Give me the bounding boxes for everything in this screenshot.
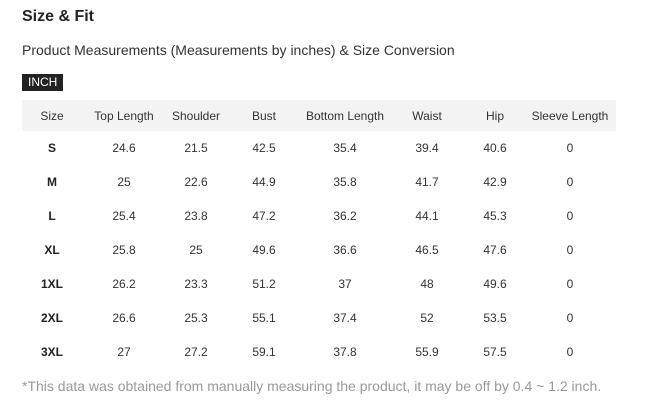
table-cell: 41.7 xyxy=(415,175,439,189)
table-cell: 21.5 xyxy=(184,141,208,155)
table-cell: 36.6 xyxy=(333,243,357,257)
size-cell: M xyxy=(47,175,57,189)
table-cell: 37.4 xyxy=(333,311,357,325)
table-cell: 0 xyxy=(566,175,574,189)
table-cell: 47.2 xyxy=(252,209,276,223)
table-cell: 55.9 xyxy=(415,345,439,359)
table-cell: 42.5 xyxy=(252,141,276,155)
header-shoulder: Shoulder xyxy=(171,108,221,123)
table-cell: 37 xyxy=(338,277,352,291)
table-header-row: Size Top Length Shoulder Bust Bottom Len… xyxy=(22,100,616,131)
table-cell: 48 xyxy=(420,277,434,291)
measurement-disclaimer: *This data was obtained from manually me… xyxy=(22,378,602,394)
table-cell: 23.8 xyxy=(184,209,208,223)
table-cell: 35.4 xyxy=(333,141,357,155)
measurements-subtitle: Product Measurements (Measurements by in… xyxy=(22,42,455,58)
table-cell: 23.3 xyxy=(184,277,208,291)
table-cell: 53.5 xyxy=(483,311,507,325)
table-cell: 40.6 xyxy=(483,141,507,155)
size-cell: XL xyxy=(44,243,60,257)
table-cell: 55.1 xyxy=(252,311,276,325)
table-cell: 25 xyxy=(189,243,203,257)
table-cell: 0 xyxy=(566,209,574,223)
section-title: Size & Fit xyxy=(22,8,95,25)
table-cell: 44.9 xyxy=(252,175,276,189)
header-hip: Hip xyxy=(485,108,504,123)
table-cell: 39.4 xyxy=(415,141,439,155)
header-waist: Waist xyxy=(412,108,442,123)
table-row: M 25 22.6 44.9 35.8 41.7 42.9 0 xyxy=(22,165,616,199)
table-cell: 47.6 xyxy=(483,243,507,257)
table-cell: 25.8 xyxy=(112,243,136,257)
table-cell: 37.8 xyxy=(333,345,357,359)
table-cell: 36.2 xyxy=(333,209,357,223)
table-cell: 25 xyxy=(117,175,131,189)
table-cell: 0 xyxy=(566,243,574,257)
unit-tab-inch[interactable]: INCH xyxy=(22,74,64,91)
table-cell: 0 xyxy=(566,345,574,359)
header-bottom-length: Bottom Length xyxy=(305,108,385,123)
table-row: 1XL 26.2 23.3 51.2 37 48 49.6 0 xyxy=(22,267,616,301)
table-cell: 45.3 xyxy=(483,209,507,223)
table-cell: 26.2 xyxy=(112,277,136,291)
table-row: 2XL 26.6 25.3 55.1 37.4 52 53.5 0 xyxy=(22,301,616,335)
table-row: XL 25.8 25 49.6 36.6 46.5 47.6 0 xyxy=(22,233,616,267)
table-cell: 59.1 xyxy=(252,345,276,359)
size-cell: 2XL xyxy=(40,311,63,325)
table-cell: 25.3 xyxy=(184,311,208,325)
table-cell: 42.9 xyxy=(483,175,507,189)
table-row: 3XL 27 27.2 59.1 37.8 55.9 57.5 0 xyxy=(22,335,616,369)
table-cell: 49.6 xyxy=(252,243,276,257)
table-cell: 0 xyxy=(566,311,574,325)
table-cell: 0 xyxy=(566,277,574,291)
header-bust: Bust xyxy=(251,108,276,123)
table-cell: 57.5 xyxy=(483,345,507,359)
table-row: S 24.6 21.5 42.5 35.4 39.4 40.6 0 xyxy=(22,131,616,165)
size-cell: L xyxy=(48,209,56,223)
table-cell: 26.6 xyxy=(112,311,136,325)
table-cell: 24.6 xyxy=(112,141,136,155)
table-row: L 25.4 23.8 47.2 36.2 44.1 45.3 0 xyxy=(22,199,616,233)
table-cell: 51.2 xyxy=(252,277,276,291)
header-top-length: Top Length xyxy=(94,108,154,123)
table-cell: 0 xyxy=(566,141,574,155)
table-cell: 46.5 xyxy=(415,243,439,257)
table-cell: 52 xyxy=(420,311,434,325)
size-cell: 3XL xyxy=(40,345,63,359)
size-cell: 1XL xyxy=(40,277,63,291)
size-cell: S xyxy=(47,141,56,155)
table-cell: 49.6 xyxy=(483,277,507,291)
table-cell: 35.8 xyxy=(333,175,357,189)
header-sleeve-length: Sleeve Length xyxy=(531,108,609,123)
header-size: Size xyxy=(40,108,64,123)
size-table: Size Top Length Shoulder Bust Bottom Len… xyxy=(22,100,616,369)
table-cell: 27.2 xyxy=(184,345,208,359)
table-cell: 25.4 xyxy=(112,209,136,223)
table-cell: 22.6 xyxy=(184,175,208,189)
table-cell: 44.1 xyxy=(415,209,439,223)
table-cell: 27 xyxy=(117,345,131,359)
